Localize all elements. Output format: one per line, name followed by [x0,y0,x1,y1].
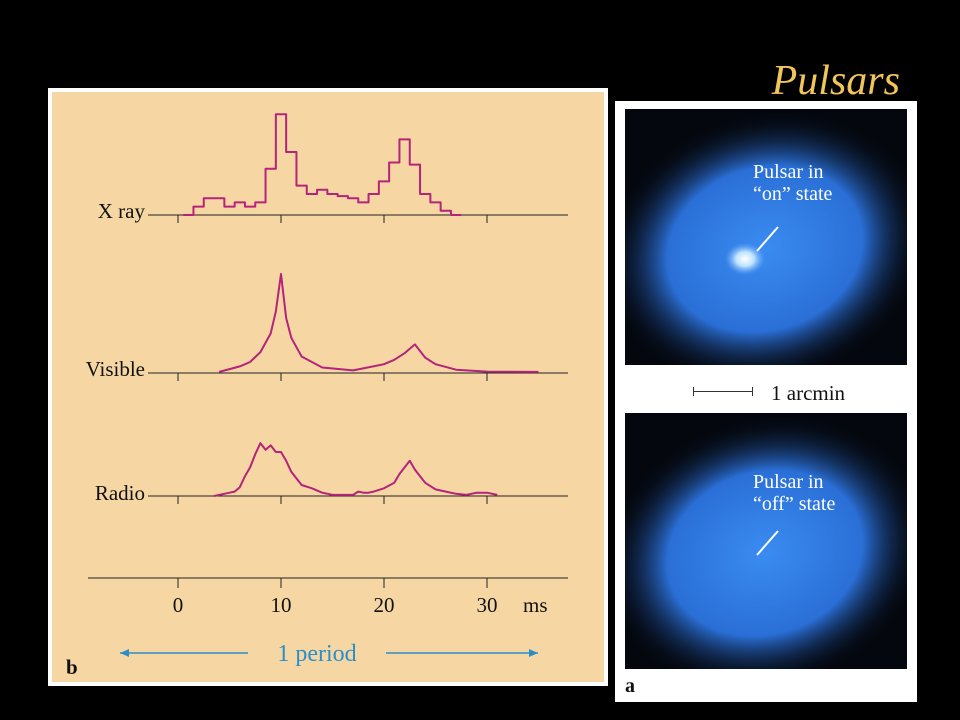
panel-label-a: a [625,675,635,697]
series-line-visible [218,273,539,373]
pulsar-bright-spot [725,243,765,275]
xray-images-figure: Pulsar in “on” state 1 arcmin Pulsar in … [615,101,917,702]
pointer-line-off [756,530,779,556]
scale-bar-label: 1 arcmin [771,381,846,405]
x-tick-label: 0 [173,593,184,617]
nebula-image-off: Pulsar in “off” state [625,413,907,669]
x-tick-label: 20 [374,593,395,617]
series-line-radio [213,442,498,497]
period-arrowhead-right [529,649,538,657]
series-label: Radio [95,481,145,505]
off-state-label-2: “off” state [753,493,836,515]
pointer-line-on [756,226,779,252]
panel-label-b: b [66,655,78,679]
slide-title: Pulsars [771,58,900,104]
period-label: 1 period [277,641,356,667]
series-line-x-ray [183,113,462,216]
period-arrowhead-left [120,649,129,657]
light-curve-chart: X ray Visible Radio 0 10 20 30 ms 1 period b [52,92,604,682]
series-label: Visible [86,357,145,381]
chart-background [52,92,604,682]
on-state-label-2: “on” state [753,183,833,205]
light-curve-figure: X ray Visible Radio 0 10 20 30 ms 1 period b [48,88,608,686]
off-state-label-1: Pulsar in [753,471,824,493]
x-tick-label: 30 [477,593,498,617]
nebula-image-on: Pulsar in “on” state [625,109,907,365]
series-label: X ray [98,199,146,223]
on-state-label-1: Pulsar in [753,161,824,183]
x-unit-label: ms [523,593,548,617]
scale-bar [693,387,753,396]
x-tick-label: 10 [271,593,292,617]
